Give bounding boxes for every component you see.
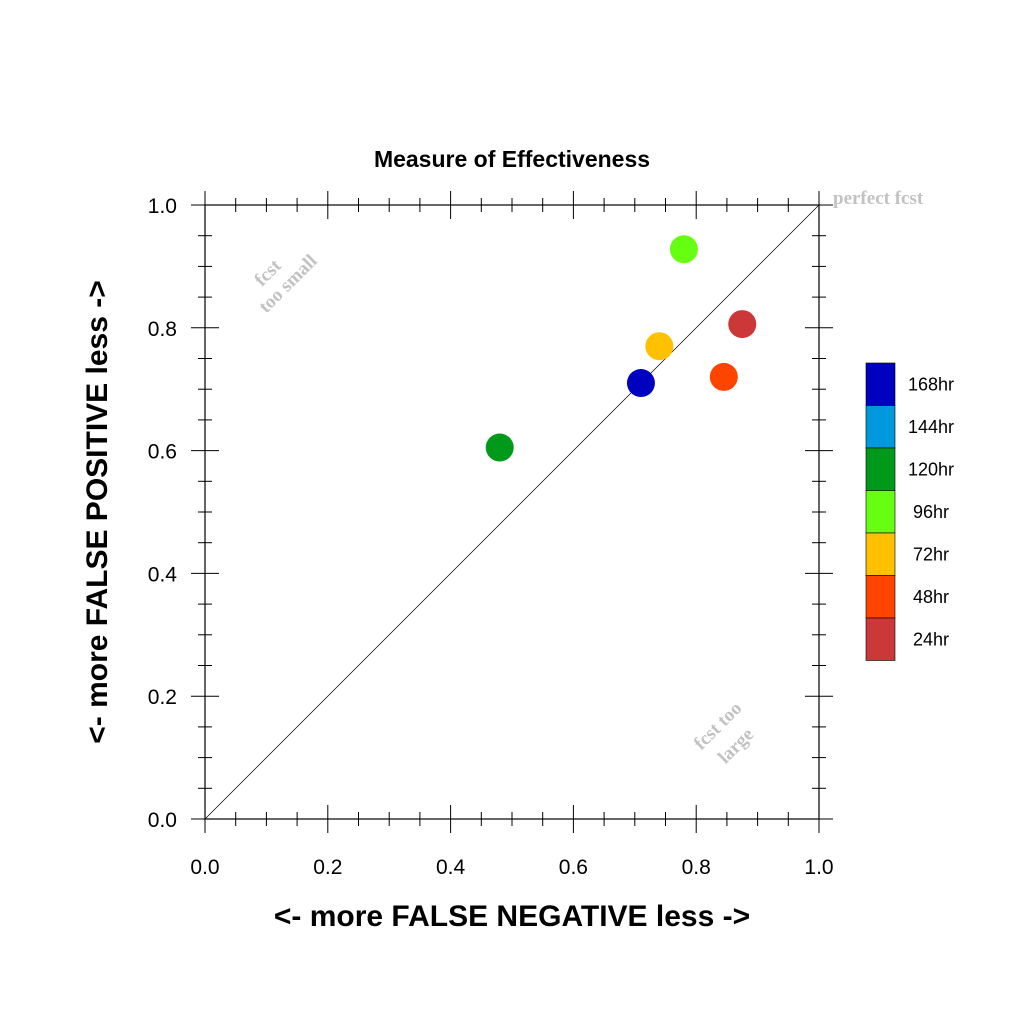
y-axis-label: <- more FALSE POSITIVE less ->	[81, 280, 114, 744]
data-points	[485, 235, 757, 462]
data-point-96hr	[669, 235, 698, 264]
legend-label-48hr: 48hr	[913, 587, 949, 607]
x-tick-label: 1.0	[804, 856, 833, 879]
x-tick-label: 0.2	[313, 856, 342, 879]
legend-swatch-24hr	[865, 617, 896, 661]
plot-area: 0.0 0.2 0.4 0.6 0.8 1.0 0.0 0.2 0.4 0.6 0.8 1.0	[148, 191, 834, 879]
legend-label-120hr: 120hr	[908, 459, 954, 479]
perfect-forecast-diagonal	[204, 204, 820, 820]
data-point-120hr	[485, 433, 514, 462]
legend-swatch-48hr	[865, 575, 896, 619]
x-axis-label: <- more FALSE NEGATIVE less ->	[274, 900, 750, 933]
y-tick-label: 0.4	[148, 563, 178, 586]
y-tick-label: 0.8	[148, 318, 177, 341]
y-tick-label: 0.2	[148, 686, 177, 709]
x-tick-label: 0.6	[559, 856, 588, 879]
legend-swatch-120hr	[865, 447, 896, 491]
legend-label-96hr: 96hr	[913, 502, 949, 522]
data-point-24hr	[728, 310, 757, 339]
legend-swatch-168hr	[865, 362, 896, 406]
x-tick-label: 0.4	[436, 856, 466, 879]
legend-label-144hr: 144hr	[908, 417, 954, 437]
y-tick-label: 0.6	[148, 441, 177, 464]
data-point-48hr	[709, 362, 738, 391]
legend-swatch-72hr	[865, 532, 896, 576]
x-tick-label: 0.0	[190, 856, 219, 879]
y-tick-label: 0.0	[148, 809, 177, 832]
legend-label-24hr: 24hr	[913, 629, 949, 649]
x-tick-label: 0.8	[682, 856, 711, 879]
data-point-72hr	[645, 332, 674, 361]
legend-label-168hr: 168hr	[908, 374, 954, 394]
chart-title: Measure of Effectiveness	[374, 146, 650, 172]
perfect-forecast-note: perfect fcst	[833, 188, 924, 209]
y-tick-label: 1.0	[148, 195, 177, 218]
data-point-168hr	[626, 369, 655, 398]
legend: 168hr 144hr 120hr 96hr 72hr 48hr 24hr	[865, 362, 954, 661]
legend-swatch-96hr	[865, 490, 896, 534]
legend-swatch-144hr	[865, 405, 896, 449]
legend-label-72hr: 72hr	[913, 544, 949, 564]
